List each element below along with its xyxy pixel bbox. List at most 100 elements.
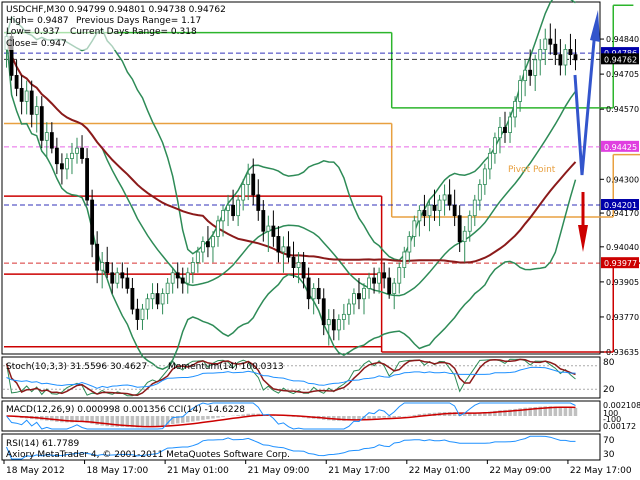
cci-line [6,402,576,430]
rsi-line [6,435,576,460]
candle-body [533,59,538,76]
price-tick-label: 0.93635 [606,348,639,357]
candle-body [397,267,402,284]
candle-body [226,204,230,211]
candle-body [316,287,321,300]
price-badge [601,257,639,269]
candle-body [301,262,306,279]
candle-body [442,194,447,201]
moving-average-line [5,36,577,264]
price-tick-label: 0.94300 [606,175,639,184]
candle-body [165,282,170,294]
candle-body [125,277,130,289]
candle-body [407,236,412,253]
candle-body [49,132,54,149]
price-badge-label: 0.94425 [604,143,637,152]
time-axis: 18 May 2012 18 May 17:00 21 May 01:00 21 Ma… [3,460,632,476]
candle-body [150,293,155,300]
candle-body [382,272,387,279]
candle-body [528,69,533,76]
candle-body [437,199,442,211]
candle-body [251,173,256,196]
candle-body [105,262,110,274]
candle-body [281,246,286,253]
curr-range-line: Current Days Range= 0.318 [70,27,197,37]
stoch-tick-80: 80 [603,358,615,368]
bollinger-bands [5,0,577,371]
candle-body [558,54,563,66]
rsi-tick-30: 30 [603,450,615,460]
price-axis: 0.94840 0.94705 0.94570 0.94300 0.94170 0.940… [600,35,639,357]
candle-body [412,220,417,237]
candle-body [190,262,195,274]
candle-body [432,204,437,211]
candle-body [140,308,145,320]
up-arrow [573,29,597,176]
candle-body [457,215,462,243]
candle-body [160,293,165,305]
main-panel-frame [1,1,601,355]
candle-body [402,251,407,268]
price-tick-label: 0.94570 [606,105,639,114]
candle-body [24,90,29,102]
candle-body [427,204,432,217]
candle-body [341,313,346,320]
candle-body [362,287,366,300]
candle-body [392,282,397,294]
header: USDCHF,M30 0.94799 0.94801 0.94738 0.947… [3,3,226,50]
candle-body [216,220,220,237]
candle-body [452,204,457,217]
momentum-line [6,366,576,389]
candle-body [110,272,115,284]
candle-body [447,194,452,206]
candle-body [231,204,236,217]
candle-body [80,147,84,159]
candle-body [538,49,543,61]
stoch-signal-line [5,358,576,396]
candle-body [568,49,573,56]
price-badge [601,53,639,65]
candle-body [115,272,120,284]
candle-body [518,80,523,102]
candle-body [563,49,568,66]
candle-body [482,168,487,185]
candle-body [95,243,100,271]
candle-body [372,277,376,284]
candle-body [266,225,271,232]
candle-body [422,210,427,217]
candle-body [508,116,512,133]
macd-tick-top: 0.002108 [603,401,640,410]
down-arrow-head [578,225,588,252]
candle-body [75,147,79,154]
cci-label: CCI(14) -14.6228 [168,405,245,415]
candle-body [130,287,135,310]
candle-body [331,319,336,331]
close-line: Close= 0.947 [6,39,67,49]
copyright: Axiory MetaTrader 4, © 2001-2011 MetaQuo… [6,450,290,460]
rsi-label: RSI(14) 61.7789 [6,439,79,449]
macd-tick-bottom: 0.00172 [603,422,636,431]
time-tick-label: 22 May 17:00 [570,466,632,476]
candle-body [286,246,291,258]
rsi-tick-70: 70 [603,436,615,446]
candle-body [29,90,34,115]
stoch-tick-20: 20 [603,385,615,395]
candle-body [211,236,215,248]
candle-body [548,38,553,45]
price-tick-label: 0.93770 [606,313,639,322]
pivot-label: Pivot Point [508,165,556,175]
candle-body [377,272,382,284]
candle-body [276,236,281,253]
candle-body [261,210,266,232]
candle-body [306,277,311,300]
candle-body [34,106,39,115]
candle-body [145,298,150,310]
price-badge [601,199,639,211]
candle-body [206,241,210,248]
candle-body [135,308,140,320]
candle-body [543,38,548,50]
candle-body [195,251,200,263]
time-tick-label: 21 May 17:00 [328,466,390,476]
high-line: High= 0.9487 [6,16,69,26]
